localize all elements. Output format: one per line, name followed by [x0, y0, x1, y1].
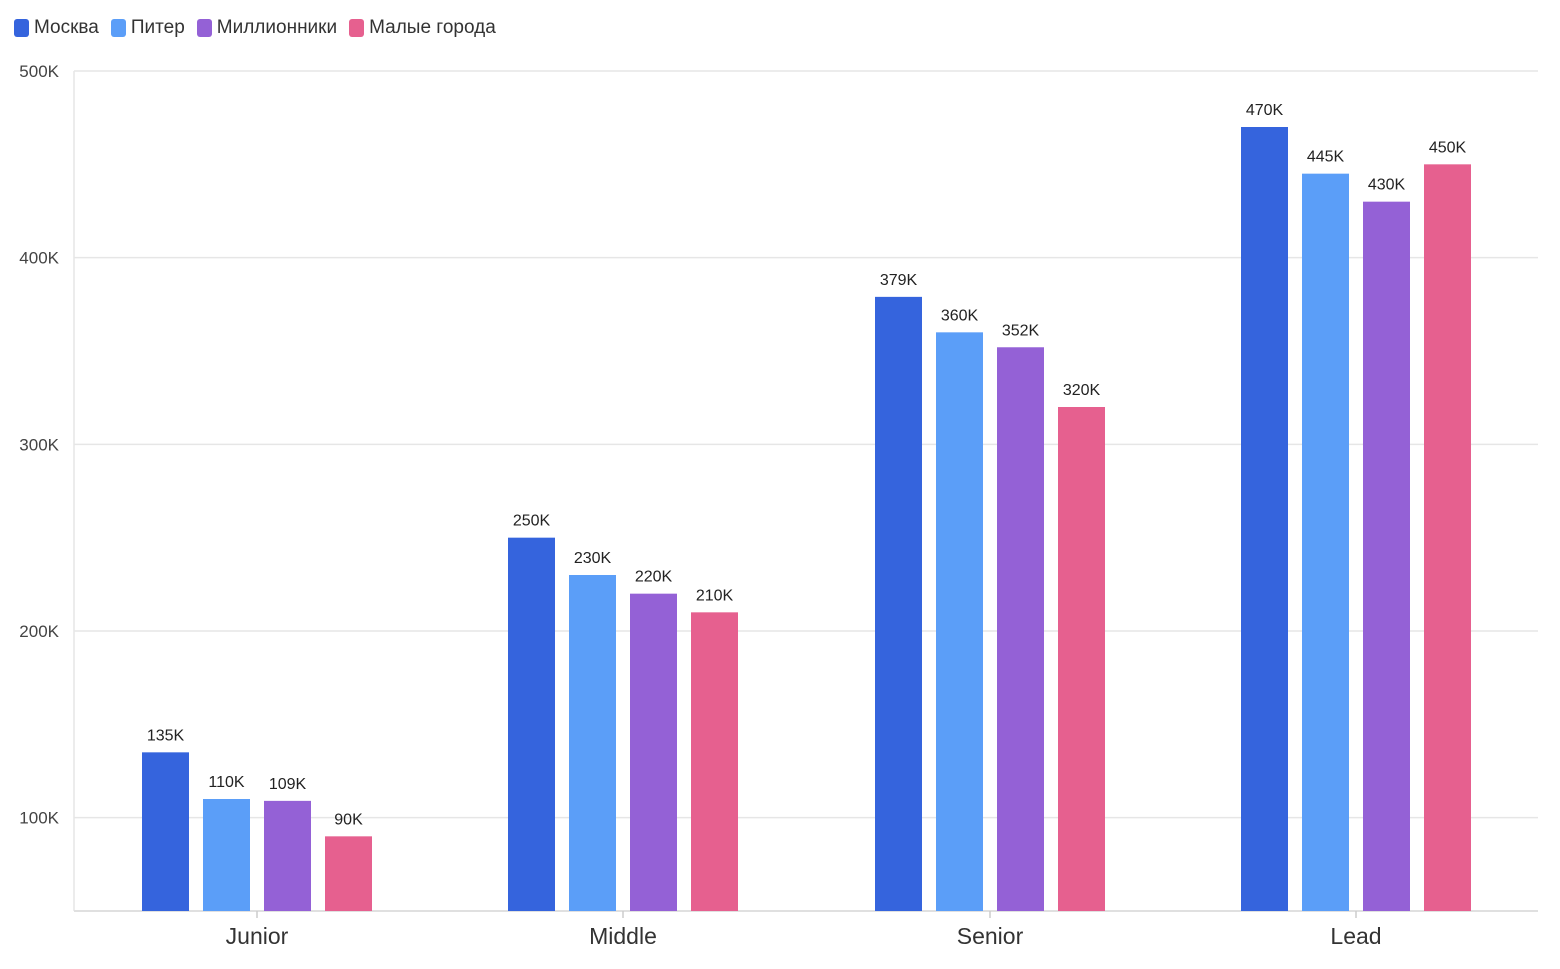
bar-senior-series-0[interactable]: [875, 296, 922, 911]
y-tick-label: 300K: [19, 435, 59, 454]
bar-value-label: 230K: [574, 550, 612, 567]
legend-label: Питер: [130, 17, 185, 38]
bar-junior-series-2[interactable]: [264, 800, 311, 911]
bar-lead-series-2[interactable]: [1363, 201, 1410, 911]
bar-senior-series-1[interactable]: [936, 332, 983, 911]
legend-label: Москва: [34, 17, 99, 38]
bar-middle-series-2[interactable]: [630, 593, 677, 911]
legend-label: Миллионники: [216, 17, 338, 38]
bar-junior-series-0[interactable]: [142, 752, 189, 911]
legend-swatch: [196, 19, 212, 37]
bar-junior-series-1[interactable]: [203, 799, 250, 911]
bar-value-label: 110K: [208, 774, 245, 791]
bar-senior-series-3[interactable]: [1058, 407, 1105, 911]
y-tick-label: 200K: [19, 622, 59, 641]
y-tick-label: 500K: [19, 62, 59, 81]
bar-middle-series-3[interactable]: [691, 612, 738, 911]
bar-middle-series-0[interactable]: [508, 537, 555, 911]
legend-item-3[interactable]: Малые города: [349, 17, 496, 39]
bar-junior-series-3[interactable]: [325, 836, 372, 911]
y-tick-label: 100K: [19, 809, 59, 828]
y-tick-label: 400K: [19, 249, 59, 268]
bar-value-label: 135K: [147, 727, 185, 744]
bar-value-label: 320K: [1063, 382, 1101, 399]
bar-value-label: 360K: [941, 307, 979, 324]
x-category-label: Middle: [589, 923, 657, 949]
bar-value-label: 109K: [269, 776, 307, 793]
bar-lead-series-0[interactable]: [1241, 127, 1288, 911]
x-category-label: Senior: [957, 923, 1024, 949]
x-category-label: Junior: [226, 923, 289, 949]
bar-value-label: 90K: [334, 811, 363, 828]
legend-item-2[interactable]: Миллионники: [196, 17, 338, 39]
x-category-label: Lead: [1330, 923, 1381, 949]
bar-value-label: 210K: [696, 587, 734, 604]
bar-value-label: 352K: [1002, 322, 1040, 339]
bar-value-label: 470K: [1246, 102, 1284, 119]
bar-middle-series-1[interactable]: [569, 575, 616, 911]
bar-lead-series-3[interactable]: [1424, 164, 1471, 912]
legend-label: Малые города: [369, 17, 496, 38]
legend-item-0[interactable]: Москва: [14, 17, 99, 39]
bar-value-label: 450K: [1429, 139, 1467, 156]
legend-swatch: [14, 19, 29, 37]
bar-value-label: 379K: [880, 272, 918, 289]
bar-value-label: 250K: [513, 513, 551, 530]
bar-lead-series-1[interactable]: [1302, 173, 1349, 911]
legend-swatch: [349, 19, 365, 37]
legend-swatch: [110, 19, 126, 37]
bar-senior-series-2[interactable]: [997, 347, 1044, 911]
bar-value-label: 220K: [635, 569, 673, 586]
legend-item-1[interactable]: Питер: [110, 17, 185, 39]
bar-value-label: 445K: [1307, 149, 1345, 166]
bar-value-label: 430K: [1368, 177, 1406, 194]
chart-legend: Москва Питер Миллионники Малые города: [14, 14, 496, 42]
